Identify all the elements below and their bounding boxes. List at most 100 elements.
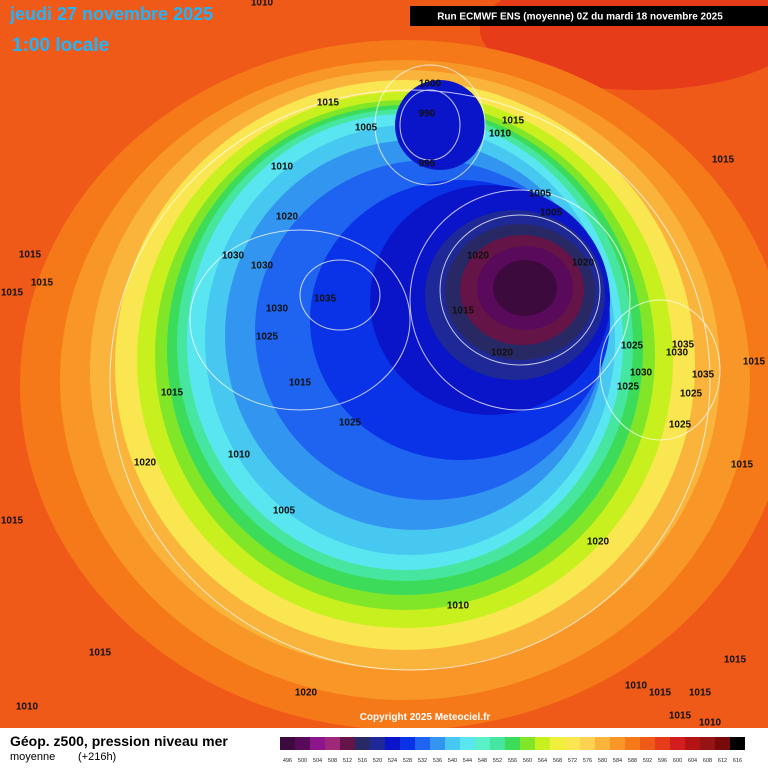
legend-label: 616 xyxy=(733,758,742,764)
isobar-label: 1020 xyxy=(295,688,318,699)
legend-label: 508 xyxy=(328,758,337,764)
isobar-label: 1015 xyxy=(161,388,184,399)
isobar-label: 1015 xyxy=(89,648,112,659)
isobar-label: 1015 xyxy=(731,460,754,471)
isobar-label: 1030 xyxy=(222,251,245,262)
isobar-label: 1030 xyxy=(251,261,274,272)
legend-swatch xyxy=(550,737,565,750)
isobar-label: 1010 xyxy=(699,718,722,729)
legend-label: 512 xyxy=(343,758,352,764)
isobar-label: 990 xyxy=(419,109,436,120)
isobar-label: 1015 xyxy=(689,688,712,699)
isobar-label: 995 xyxy=(419,159,436,170)
legend-label: 564 xyxy=(538,758,547,764)
legend-label: 544 xyxy=(463,758,472,764)
isobar-label: 1005 xyxy=(529,189,552,200)
legend-swatch xyxy=(520,737,535,750)
legend-swatch xyxy=(490,737,505,750)
legend-label: 556 xyxy=(508,758,517,764)
legend-swatch xyxy=(430,737,445,750)
isobar-label: 1005 xyxy=(273,506,296,517)
isobar-label: 1035 xyxy=(692,370,715,381)
isobar-label: 1005 xyxy=(540,208,563,219)
isobar-label: 1010 xyxy=(16,702,39,713)
legend-swatch xyxy=(415,737,430,750)
legend-swatch xyxy=(625,737,640,750)
isobar-label: 1015 xyxy=(502,116,525,127)
field xyxy=(0,0,768,730)
isobar-label: 1010 xyxy=(271,162,294,173)
isobar-label: 1025 xyxy=(339,418,362,429)
isobars xyxy=(109,64,721,671)
isobar-label: 1015 xyxy=(712,155,735,166)
legend-swatch xyxy=(280,737,295,750)
isobar-label: 1020 xyxy=(134,458,157,469)
legend-swatch xyxy=(295,737,310,750)
isobar-label: 1015 xyxy=(31,278,54,289)
legend-label: 516 xyxy=(358,758,367,764)
isobar-label: 1020 xyxy=(491,348,514,359)
isobar-label: 1035 xyxy=(314,294,337,305)
footer-subtitle: moyenne xyxy=(10,751,55,763)
isobar-label: 1010 xyxy=(625,681,648,692)
legend-swatch xyxy=(655,737,670,750)
legend-label: 560 xyxy=(523,758,532,764)
isobar-label: 1025 xyxy=(256,332,279,343)
isobar-label: 1015 xyxy=(1,288,24,299)
run-info: Run ECMWF ENS (moyenne) 0Z du mardi 18 n… xyxy=(437,12,723,23)
isobar-label: 1030 xyxy=(266,304,289,315)
legend-swatch xyxy=(370,737,385,750)
isobar-label: 1015 xyxy=(317,98,340,109)
legend-swatch xyxy=(400,737,415,750)
legend-label: 552 xyxy=(493,758,502,764)
time: 1:00 locale xyxy=(12,35,109,56)
legend-swatch xyxy=(670,737,685,750)
isobar-label: 1025 xyxy=(669,420,692,431)
isobar-label: 1015 xyxy=(649,688,672,699)
isobar-label: 1015 xyxy=(669,711,692,722)
legend-swatch xyxy=(700,737,715,750)
legend-swatch xyxy=(475,737,490,750)
isobar-label: 1015 xyxy=(724,655,747,666)
legend-label: 532 xyxy=(418,758,427,764)
legend-label: 536 xyxy=(433,758,442,764)
legend-swatch xyxy=(385,737,400,750)
legend-swatch xyxy=(535,737,550,750)
footer-lead: (+216h) xyxy=(78,751,116,763)
legend-label: 524 xyxy=(388,758,397,764)
legend-swatch xyxy=(715,737,730,750)
isobar-label: 1010 xyxy=(489,129,512,140)
legend-label: 612 xyxy=(718,758,727,764)
legend-swatch xyxy=(640,737,655,750)
legend-swatch xyxy=(505,737,520,750)
isobar-label: 1035 xyxy=(672,340,695,351)
legend-label: 504 xyxy=(313,758,322,764)
legend-label: 496 xyxy=(283,758,292,764)
isobar-label: 1030 xyxy=(630,368,653,379)
legend-swatch xyxy=(595,737,610,750)
legend-label: 584 xyxy=(613,758,622,764)
isobar-label: 1025 xyxy=(617,382,640,393)
legend-label: 596 xyxy=(658,758,667,764)
legend-label: 576 xyxy=(583,758,592,764)
legend-swatch xyxy=(685,737,700,750)
legend-label: 572 xyxy=(568,758,577,764)
legend-label: 540 xyxy=(448,758,457,764)
legend-label: 588 xyxy=(628,758,637,764)
legend-swatch xyxy=(340,737,355,750)
isobar-label: 1015 xyxy=(743,357,766,368)
legend-label: 580 xyxy=(598,758,607,764)
run-box xyxy=(410,6,768,26)
isobar-label: 1020 xyxy=(467,251,490,262)
isobar-label: 1010 xyxy=(251,0,274,9)
isobar-label: 1005 xyxy=(355,123,378,134)
legend-label: 548 xyxy=(478,758,487,764)
legend-swatch xyxy=(310,737,325,750)
legend-label: 604 xyxy=(688,758,697,764)
isobar-label: 1025 xyxy=(680,389,703,400)
legend-label: 600 xyxy=(673,758,682,764)
isobar-label: 1015 xyxy=(1,516,24,527)
legend-swatch xyxy=(610,737,625,750)
